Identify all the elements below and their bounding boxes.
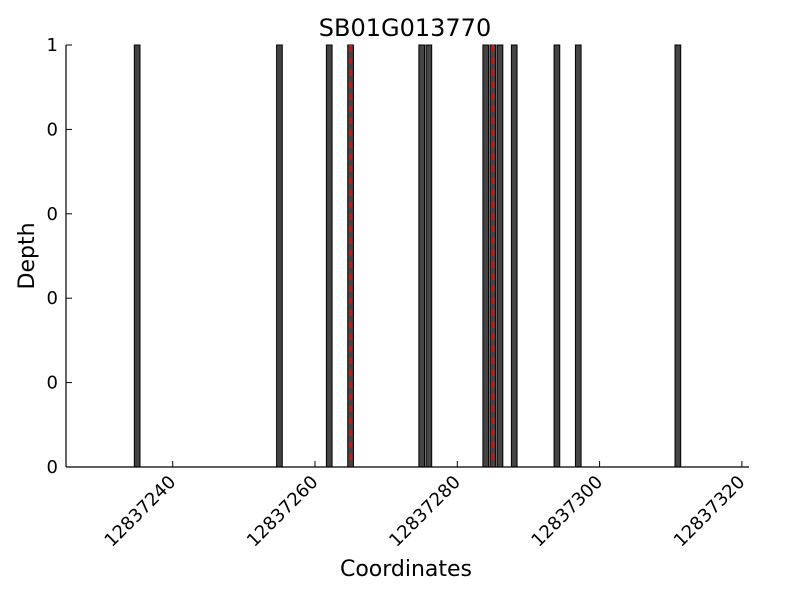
- bar: [510, 44, 518, 468]
- bar: [276, 44, 283, 468]
- y-tick-label: 0: [47, 204, 58, 225]
- bars-layer: [133, 44, 682, 468]
- bar: [425, 44, 433, 468]
- x-tick-label: 12837280: [385, 472, 465, 552]
- bar: [553, 44, 561, 468]
- x-tick-label: 12837300: [527, 472, 607, 552]
- markers-layer: [349, 45, 495, 467]
- y-tick-label: 0: [47, 288, 58, 309]
- y-tick-label: 0: [47, 457, 58, 478]
- x-tick-label: 12837260: [243, 472, 323, 552]
- axes-layer: 0 0 0 0 0 1 12837240 12837260 12837280 12837300 12…: [47, 35, 750, 551]
- y-axis-label: Depth: [15, 222, 40, 289]
- bar: [674, 44, 682, 468]
- y-tick-label: 1: [47, 35, 58, 56]
- bar: [133, 44, 141, 468]
- x-tick-label: 12837240: [101, 472, 181, 552]
- x-axis-label: Coordinates: [340, 557, 472, 582]
- bar: [574, 44, 582, 468]
- chart-title: SB01G013770: [319, 14, 491, 42]
- y-tick-label: 0: [47, 119, 58, 140]
- x-tick-label: 12837320: [670, 472, 750, 552]
- y-tick-label: 0: [47, 373, 58, 394]
- bar: [325, 44, 333, 468]
- bar: [418, 44, 426, 468]
- bar: [496, 44, 504, 468]
- bar: [482, 44, 490, 468]
